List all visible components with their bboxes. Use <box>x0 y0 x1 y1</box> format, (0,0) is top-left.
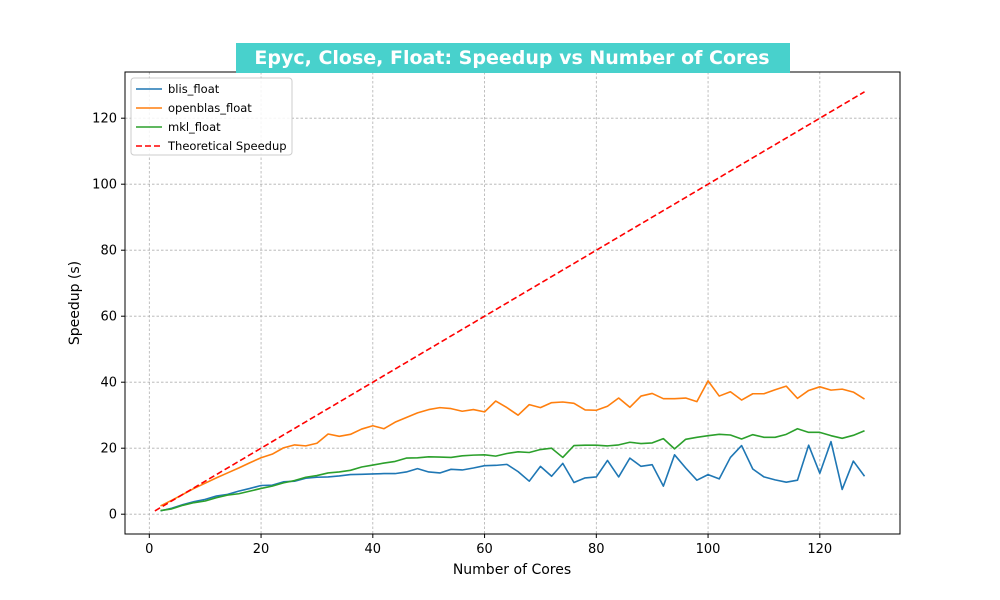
legend-label-theoretical-speedup: Theoretical Speedup <box>167 139 287 153</box>
legend: blis_float openblas_float mkl_float Theoret… <box>130 77 293 156</box>
y-axis-label: Speedup (s) <box>67 261 83 345</box>
x-tick-label: 0 <box>145 542 153 557</box>
x-tick-label: 20 <box>253 542 270 557</box>
y-ticks: 0 20 40 60 80 100 120 <box>92 112 125 523</box>
series-line-blis-float <box>160 440 866 512</box>
y-tick-label: 80 <box>100 244 117 259</box>
series-line-mkl-float <box>160 427 865 512</box>
x-tick-label: 40 <box>365 542 382 557</box>
y-tick-label: 120 <box>92 112 117 127</box>
legend-label-mkl-float: mkl_float <box>168 120 221 134</box>
legend-label-blis-float: blis_float <box>168 82 220 96</box>
y-tick-label: 60 <box>100 310 117 325</box>
y-tick-label: 20 <box>100 442 117 457</box>
x-tick-label: 100 <box>696 542 721 557</box>
series-line-openblas-float <box>160 380 865 507</box>
series-lines <box>154 91 866 512</box>
x-tick-label: 120 <box>807 542 832 557</box>
series-line-theoretical-speedup <box>154 91 865 512</box>
x-axis-label: Number of Cores <box>453 562 571 578</box>
chart-title-text: Epyc, Close, Float: Speedup vs Number of… <box>254 47 769 69</box>
x-ticks: 0 20 40 60 80 100 120 <box>145 534 832 557</box>
legend-box <box>130 77 293 156</box>
y-tick-label: 0 <box>109 508 117 523</box>
grid <box>125 72 900 534</box>
chart-title: Epyc, Close, Float: Speedup vs Number of… <box>236 43 790 73</box>
title-background <box>236 43 790 73</box>
legend-label-openblas-float: openblas_float <box>168 101 252 115</box>
x-tick-label: 60 <box>476 542 493 557</box>
y-tick-label: 100 <box>92 178 117 193</box>
x-tick-label: 80 <box>588 542 605 557</box>
y-tick-label: 40 <box>100 376 117 391</box>
